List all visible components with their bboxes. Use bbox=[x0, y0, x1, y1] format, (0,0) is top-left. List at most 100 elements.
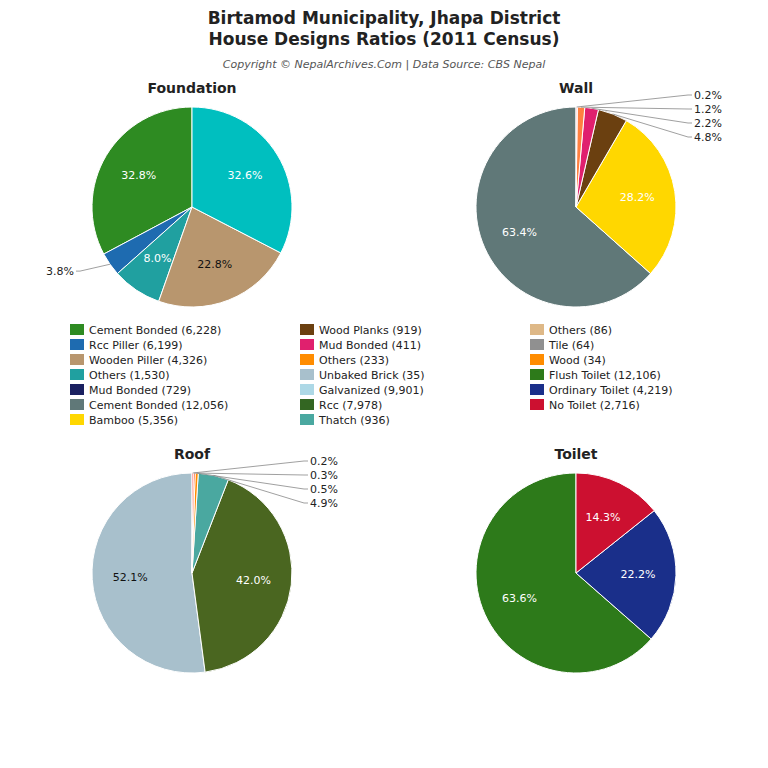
legend-entry: Others (86) bbox=[530, 324, 612, 337]
title: Birtamod Municipality, Jhapa DistrictHou… bbox=[208, 8, 561, 49]
leader-line bbox=[194, 473, 308, 475]
pie-slice bbox=[576, 107, 598, 207]
title-line: Birtamod Municipality, Jhapa District bbox=[208, 8, 561, 28]
legend-label: Flush Toilet (12,106) bbox=[549, 369, 661, 382]
data-label: 0.5% bbox=[310, 483, 338, 496]
data-label: 42.0% bbox=[236, 574, 271, 587]
legend-swatch bbox=[70, 369, 84, 380]
data-label: 1.2% bbox=[694, 103, 722, 116]
data-label: 63.4% bbox=[502, 226, 537, 239]
legend-swatch bbox=[300, 369, 314, 380]
legend-entry: Others (233) bbox=[300, 354, 389, 367]
legend-label: Tile (64) bbox=[548, 339, 594, 352]
leader-line bbox=[592, 108, 692, 123]
legend-label: Galvanized (9,901) bbox=[319, 384, 424, 397]
data-label: 32.8% bbox=[121, 169, 156, 182]
legend-swatch bbox=[300, 339, 314, 350]
legend-entry: Flush Toilet (12,106) bbox=[530, 369, 661, 382]
legend-entry: Mud Bonded (411) bbox=[300, 339, 421, 352]
legend-entry: Wood Planks (919) bbox=[300, 324, 422, 337]
legend-label: Others (233) bbox=[319, 354, 389, 367]
legend-entry: Rcc (7,978) bbox=[300, 399, 382, 412]
legend-label: Unbaked Brick (35) bbox=[319, 369, 425, 382]
pie-title: Toilet bbox=[554, 446, 597, 462]
legend-entry: Cement Bonded (12,056) bbox=[70, 399, 228, 412]
legend-label: Wood (34) bbox=[549, 354, 606, 367]
legend-swatch bbox=[530, 399, 544, 410]
slices bbox=[92, 473, 292, 673]
leader-line bbox=[577, 95, 692, 107]
legend-entry: Galvanized (9,901) bbox=[300, 384, 424, 397]
legend-label: Wood Planks (919) bbox=[319, 324, 422, 337]
data-label: 0.2% bbox=[310, 455, 338, 468]
pie-slice bbox=[192, 107, 292, 253]
data-label: 22.2% bbox=[621, 568, 656, 581]
legend-swatch bbox=[70, 354, 84, 365]
leader-line bbox=[581, 107, 692, 109]
legend-swatch bbox=[530, 369, 544, 380]
slices bbox=[476, 107, 676, 307]
pie-title: Roof bbox=[174, 446, 211, 462]
pie-slice bbox=[576, 473, 654, 573]
legend-label: Rcc (7,978) bbox=[319, 399, 382, 412]
legend-label: Wooden Piller (4,326) bbox=[89, 354, 207, 367]
legend-label: Others (86) bbox=[549, 324, 612, 337]
data-label: 2.2% bbox=[694, 117, 722, 130]
slices bbox=[92, 107, 292, 307]
legend-entry: Bamboo (5,356) bbox=[70, 414, 178, 427]
legend-swatch bbox=[300, 384, 314, 395]
legend-label: Cement Bonded (12,056) bbox=[89, 399, 228, 412]
pie-title: Foundation bbox=[147, 80, 236, 96]
leader-line bbox=[214, 475, 308, 503]
pie-panel: Wall63.4%28.2%4.8%2.2%1.2%0.2% bbox=[476, 80, 722, 307]
legend-label: Bamboo (5,356) bbox=[89, 414, 178, 427]
legend-entry: Others (1,530) bbox=[70, 369, 170, 382]
data-labels: 63.6%22.2%14.3% bbox=[502, 511, 655, 605]
legend-entry: Thatch (936) bbox=[300, 414, 390, 427]
legend-label: Thatch (936) bbox=[318, 414, 390, 427]
data-labels: 63.4%28.2%4.8%2.2%1.2%0.2% bbox=[502, 89, 722, 239]
legend-entry: No Toilet (2,716) bbox=[530, 399, 640, 412]
data-labels: 52.1% 42.0% 4.9%0.5%0.3%0.2% bbox=[113, 455, 338, 587]
pie-panel: Foundation 32.8% 8.0% 22.8% 32.6% 3.8% bbox=[46, 80, 292, 307]
pie-slice bbox=[192, 473, 228, 573]
legend-entry: Ordinary Toilet (4,219) bbox=[530, 384, 673, 397]
legend-label: Rcc Piller (6,199) bbox=[89, 339, 183, 352]
pie-panel: Roof 52.1% 42.0% 4.9%0.5%0.3%0.2% bbox=[92, 446, 338, 673]
data-label: 0.3% bbox=[310, 469, 338, 482]
slices bbox=[476, 473, 676, 673]
legend-entry: Mud Bonded (729) bbox=[70, 384, 191, 397]
legend-entry: Cement Bonded (6,228) bbox=[70, 324, 221, 337]
legend-label: Cement Bonded (6,228) bbox=[89, 324, 221, 337]
legend-entry: Unbaked Brick (35) bbox=[300, 369, 425, 382]
leader-line bbox=[193, 461, 308, 473]
leader-line bbox=[76, 264, 110, 271]
legend-entry: Wooden Piller (4,326) bbox=[70, 354, 207, 367]
legend-entry: Rcc Piller (6,199) bbox=[70, 339, 183, 352]
legend-swatch bbox=[530, 324, 544, 335]
data-label: 3.8% bbox=[46, 265, 74, 278]
legend-swatch bbox=[70, 384, 84, 395]
legend-label: No Toilet (2,716) bbox=[549, 399, 640, 412]
data-label: 4.8% bbox=[694, 131, 722, 144]
legend-swatch bbox=[300, 354, 314, 365]
subtitle: Copyright © NepalArchives.Com | Data Sou… bbox=[223, 58, 545, 71]
pie-title: Wall bbox=[559, 80, 593, 96]
data-label: 32.6% bbox=[227, 169, 262, 182]
legend-label: Mud Bonded (411) bbox=[319, 339, 421, 352]
legend-entry: Tile (64) bbox=[530, 339, 594, 352]
legend-swatch bbox=[300, 324, 314, 335]
data-label: 14.3% bbox=[585, 511, 620, 524]
pie-slice bbox=[576, 107, 577, 207]
legend-swatch bbox=[530, 384, 544, 395]
data-label: 52.1% bbox=[113, 571, 148, 584]
legend-swatch bbox=[70, 414, 84, 425]
data-label: 8.0% bbox=[143, 252, 171, 265]
data-label: 4.9% bbox=[310, 497, 338, 510]
pie-slice bbox=[192, 473, 198, 573]
legend-label: Mud Bonded (729) bbox=[89, 384, 191, 397]
data-labels: 32.8% 8.0% 22.8% 32.6% 3.8% bbox=[46, 169, 262, 278]
legend-swatch bbox=[530, 339, 544, 350]
pie-panel: Toilet63.6%22.2%14.3% bbox=[476, 446, 676, 673]
data-label: 22.8% bbox=[197, 258, 232, 271]
